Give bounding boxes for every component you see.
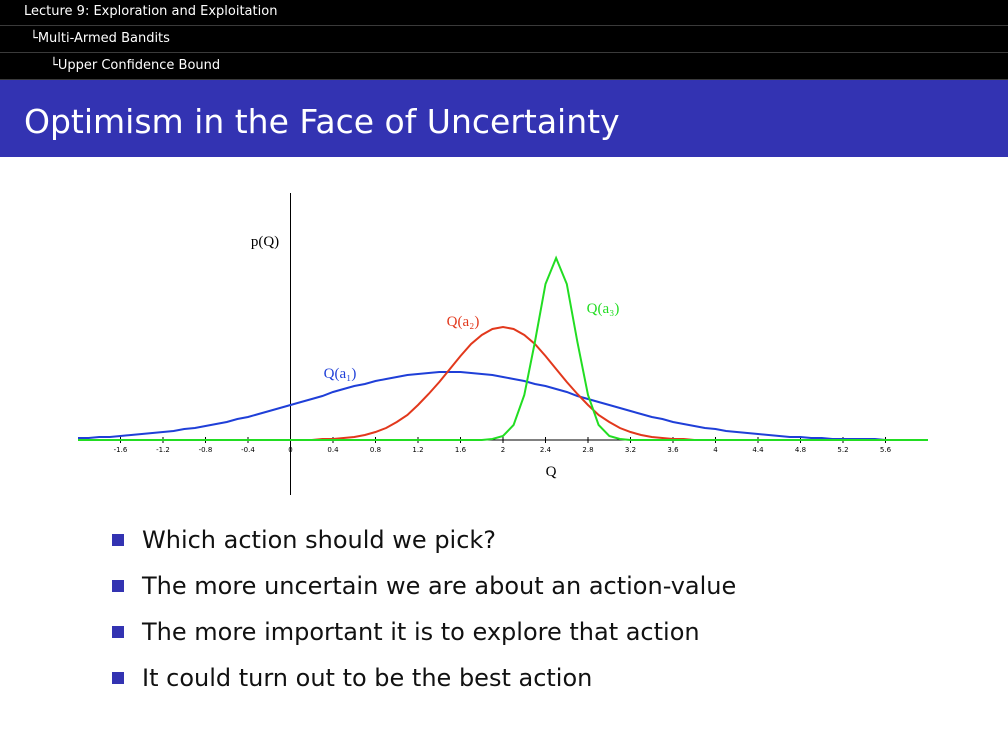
section-text: Multi-Armed Bandits (37, 31, 170, 46)
line-series (78, 325, 928, 441)
bullet-list: Which action should we pick? The more unc… (110, 520, 736, 704)
series-label: Q(a₃) (587, 301, 620, 317)
x-axis-label: Q (546, 464, 557, 480)
chart: -1.6 -1.2 -0.8 -0.4 0 0.4 0.8 1.2 1.6 2 2.4 2.8 3.2 3… (78, 193, 928, 495)
x-tick-label: 4.4 (752, 446, 764, 454)
x-tick-label: 0 (288, 446, 292, 454)
x-tick-label: 0.8 (370, 446, 381, 454)
x-tick-label: 4 (713, 446, 718, 454)
x-tick-label: -0.8 (199, 446, 213, 454)
slide-title: Optimism in the Face of Uncertainty (0, 80, 1008, 157)
x-tick-label: 2.8 (582, 446, 593, 454)
x-tick-label: 5.6 (880, 446, 892, 454)
x-tick-label: 4.8 (795, 446, 806, 454)
bullet-item: It could turn out to be the best action (110, 658, 736, 704)
subsection-text: Upper Confidence Bound (57, 58, 221, 73)
x-tick-label: 3.6 (667, 446, 679, 454)
series-label: Q(a₂) (447, 314, 480, 330)
x-tick-label: -1.2 (156, 446, 170, 454)
x-tick-label: 5.2 (837, 446, 848, 454)
x-tick-label: -0.4 (241, 446, 255, 454)
x-tick-label: 1.2 (412, 446, 423, 454)
bullet-item: The more important it is to explore that… (110, 612, 736, 658)
x-tick-label: 2 (501, 446, 505, 454)
line-series (78, 371, 928, 441)
x-tick-label: 3.2 (625, 446, 636, 454)
x-tick-label: -1.6 (114, 446, 128, 454)
line-series (78, 255, 928, 441)
x-tick-label: 0.4 (327, 446, 339, 454)
section-heading: └Multi-Armed Bandits (0, 26, 1008, 53)
bullet-item: Which action should we pick? (110, 520, 736, 566)
subsection-heading: └Upper Confidence Bound (0, 53, 1008, 80)
series-label: Q(a₁) (324, 366, 357, 382)
y-axis-label: p(Q) (251, 234, 279, 250)
x-tick-label: 2.4 (540, 446, 552, 454)
x-tick-label: 1.6 (455, 446, 467, 454)
lecture-heading: Lecture 9: Exploration and Exploitation (0, 0, 1008, 26)
bullet-item: The more uncertain we are about an actio… (110, 566, 736, 612)
